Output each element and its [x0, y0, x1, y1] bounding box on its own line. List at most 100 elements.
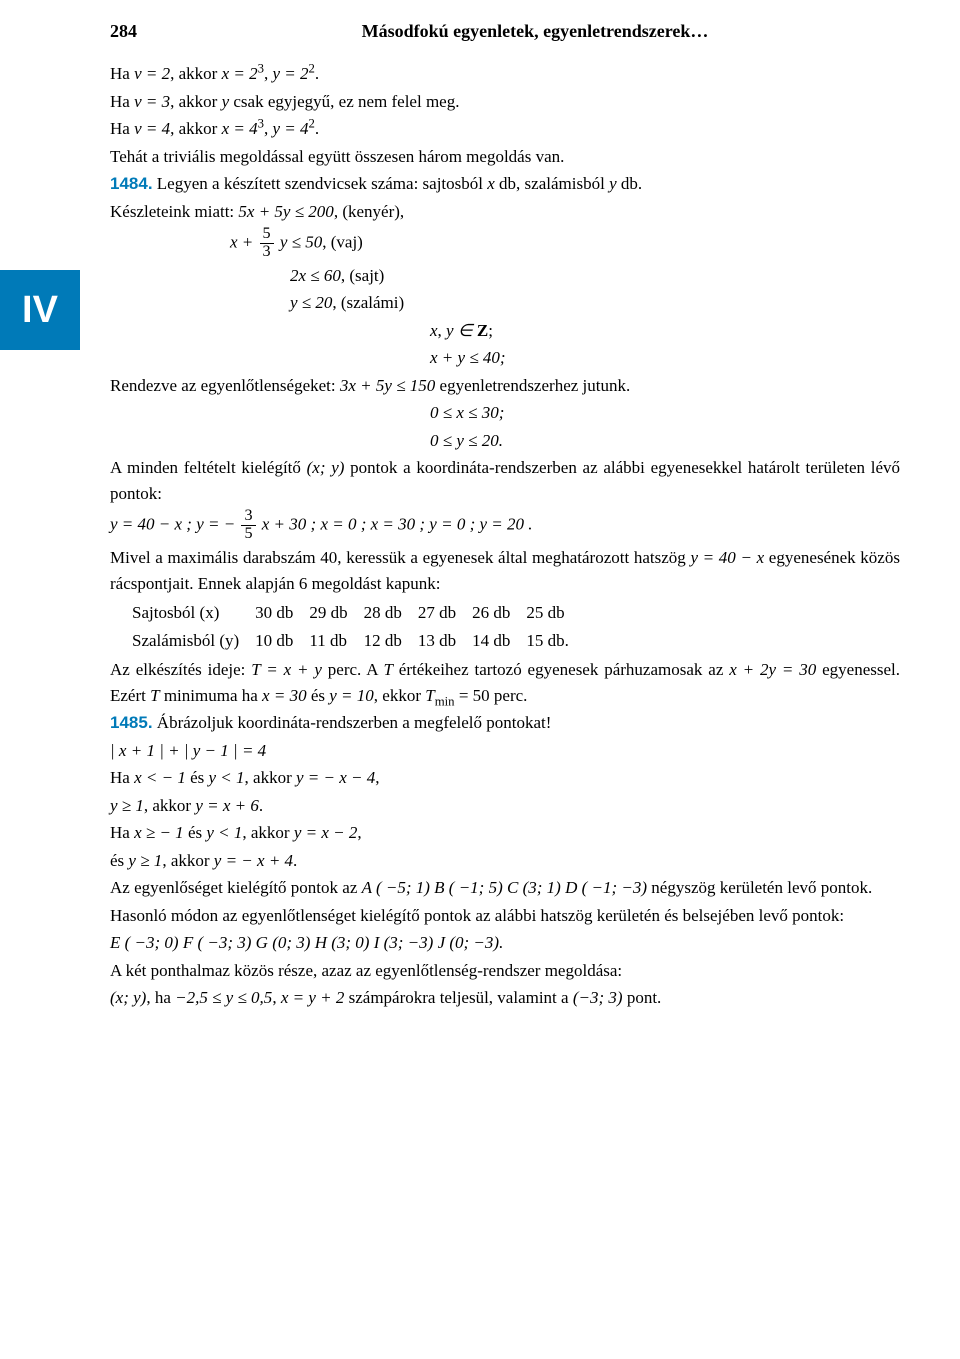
cell: 13 db — [418, 628, 470, 654]
text: , — [438, 321, 447, 340]
section-marker: IV — [0, 270, 80, 350]
text: számpárokra teljesül, valamint a — [344, 988, 572, 1007]
expr: (x; y) — [110, 988, 146, 1007]
time-minimum-para: Az elkészítés ideje: T = x + y perc. A T… — [110, 657, 900, 708]
text: és — [110, 851, 128, 870]
region-description: A minden feltételt kielégítő (x; y) pont… — [110, 455, 900, 506]
expr: 5x + 5y ≤ 200 — [238, 202, 333, 221]
text: . — [293, 851, 297, 870]
text: , — [375, 768, 379, 787]
expr: x + 2y = 30 — [729, 660, 816, 679]
var: x — [487, 174, 495, 193]
cell: 12 db — [364, 628, 416, 654]
var: y = 4 — [272, 119, 308, 138]
constraint-integer: x, y ∈ Z; — [110, 318, 900, 344]
expr: y = x + 6 — [195, 796, 259, 815]
cell: Sajtosból (x) — [112, 600, 253, 626]
text: , akkor — [242, 823, 293, 842]
boundary-lines: y = 40 − x ; y = − 35 x + 30 ; x = 0 ; x… — [110, 508, 900, 543]
case1: Ha x < − 1 és y < 1, akkor y = − x − 4, — [110, 765, 900, 791]
var: y — [609, 174, 617, 193]
expr: x = y + 2 — [281, 988, 345, 1007]
fraction: 35 — [241, 508, 255, 543]
expr: x < − 1 — [134, 768, 186, 787]
denominator: 5 — [241, 526, 255, 543]
var: v = 3 — [134, 92, 170, 111]
cell: 28 db — [364, 600, 416, 626]
table-row: Szalámisból (y) 10 db 11 db 12 db 13 db … — [112, 628, 583, 654]
var: y = 2 — [272, 64, 308, 83]
text: és — [186, 768, 209, 787]
text: . — [259, 796, 263, 815]
chapter-title: Másodfokú egyenletek, egyenletrendszerek… — [170, 18, 900, 45]
var: x = 2 — [222, 64, 258, 83]
text: és — [184, 823, 207, 842]
numerator: 5 — [260, 226, 274, 244]
problem-1484-lead: 1484. Legyen a készített szendvicsek szá… — [110, 171, 900, 197]
text: , — [272, 988, 281, 1007]
text: pont. — [623, 988, 662, 1007]
cell: Szalámisból (y) — [112, 628, 253, 654]
text: = 50 perc. — [455, 686, 528, 705]
text: db. — [617, 174, 643, 193]
expr: y < 1 — [206, 823, 242, 842]
text: Ha — [110, 92, 134, 111]
text: Ábrázoljuk koordináta-rendszerben a megf… — [153, 713, 552, 732]
expr: y ≥ 1 — [128, 851, 162, 870]
expr: x = 30 — [262, 686, 307, 705]
text: Készleteink miatt: — [110, 202, 238, 221]
constraint-cheese: 2x ≤ 60, (sajt) — [110, 263, 900, 289]
expr: x ≥ − 1 — [134, 823, 184, 842]
text: négyszög kerületén levő pontok. — [647, 878, 872, 897]
solutions-table: Sajtosból (x) 30 db 29 db 28 db 27 db 26… — [110, 598, 585, 655]
text: perc. A — [322, 660, 384, 679]
constraint-sum: x + y ≤ 40; — [110, 345, 900, 371]
text: , akkor — [245, 768, 296, 787]
text: és — [307, 686, 330, 705]
expr: y < 1 — [209, 768, 245, 787]
text: . — [315, 119, 319, 138]
hexagon-intro: Hasonló módon az egyenlőtlenséget kielég… — [110, 903, 900, 929]
text: Mivel a maximális darabszám 40, keressük… — [110, 548, 690, 567]
intro-line2: Ha v = 3, akkor y csak egyjegyű, ez nem … — [110, 89, 900, 115]
expr: y ≤ 50 — [276, 232, 323, 251]
expr: y = 40 − x — [690, 548, 764, 567]
text: , (sajt) — [341, 266, 384, 285]
rearrange-line: Rendezve az egyenlőtlenségeket: 3x + 5y … — [110, 373, 900, 399]
var: v = 2 — [134, 64, 170, 83]
abs-equation: | x + 1 | + | y − 1 | = 4 — [110, 738, 900, 764]
numerator: 3 — [241, 508, 255, 526]
cell: 14 db — [472, 628, 524, 654]
expr: (x; y) — [307, 458, 345, 477]
cell: 25 db — [526, 600, 583, 626]
text: . — [315, 64, 319, 83]
text: , (vaj) — [322, 232, 363, 251]
cell: 30 db — [255, 600, 307, 626]
var: x — [430, 321, 438, 340]
constraint-bread: Készleteink miatt: 5x + 5y ≤ 200, (kenyé… — [110, 199, 900, 225]
text: , akkor — [170, 119, 221, 138]
text: Az egyenlőséget kielégítő pontok az — [110, 878, 362, 897]
sub: min — [435, 694, 455, 708]
intro-line1: Ha v = 2, akkor x = 23, y = 22. — [110, 61, 900, 87]
answer-intro: A két ponthalmaz közös része, azaz az eg… — [110, 958, 900, 984]
expr: x + 30 ; x = 0 ; x = 30 ; y = 0 ; y = 20… — [258, 515, 533, 534]
text: , (szalámi) — [332, 293, 404, 312]
text: A minden feltételt kielégítő — [110, 458, 307, 477]
expr: y = 40 − x ; y = − — [110, 515, 239, 534]
var: y — [222, 92, 230, 111]
text: Ha — [110, 119, 134, 138]
problem-1485-lead: 1485. Ábrázoljuk koordináta-rendszerben … — [110, 710, 900, 736]
var: v = 4 — [134, 119, 170, 138]
expr: y = − x + 4 — [214, 851, 293, 870]
var: T — [383, 660, 392, 679]
text: , (kenyér), — [334, 202, 404, 221]
expr: y = x − 2 — [294, 823, 358, 842]
expr: 3x + 5y ≤ 150 — [340, 376, 435, 395]
bound-y: 0 ≤ y ≤ 20. — [110, 428, 900, 454]
case3: Ha x ≥ − 1 és y < 1, akkor y = x − 2, — [110, 820, 900, 846]
text: értékeihez tartozó egyenesek párhuzamosa… — [393, 660, 729, 679]
page-header: 284 Másodfokú egyenletek, egyenletrendsz… — [110, 18, 900, 45]
cell: 27 db — [418, 600, 470, 626]
var: T — [425, 686, 434, 705]
